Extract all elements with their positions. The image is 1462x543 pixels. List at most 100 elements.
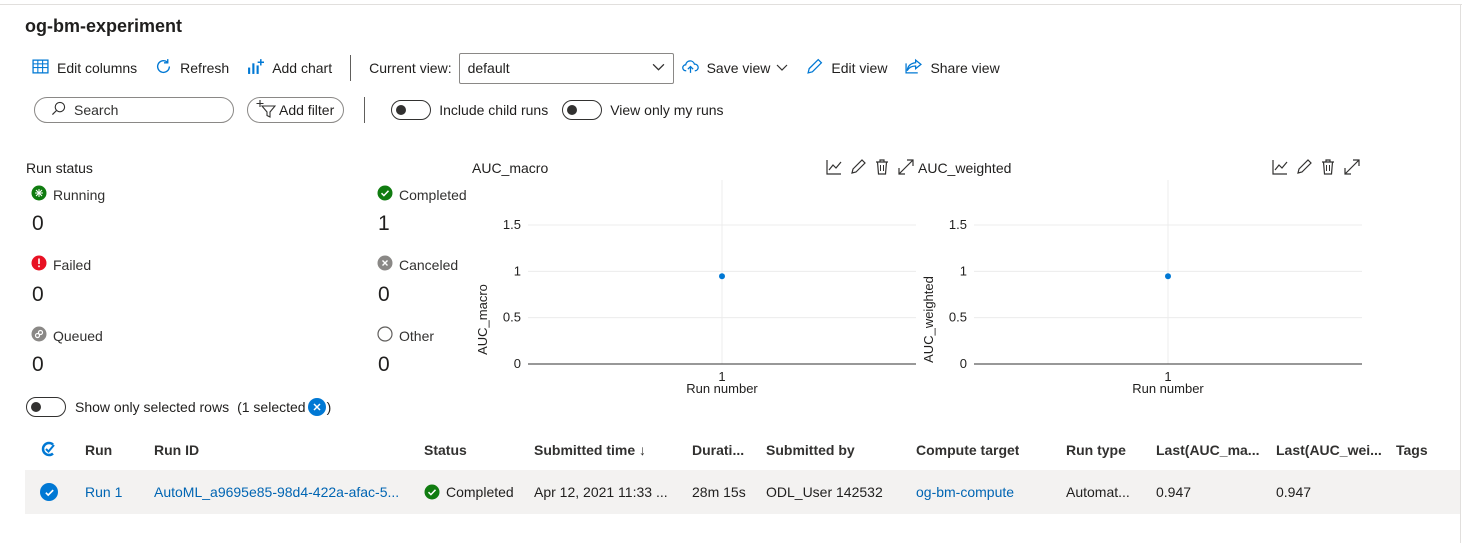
run-status-title: Run status <box>26 160 93 176</box>
add-chart-button[interactable]: Add chart <box>247 58 332 78</box>
refresh-label: Refresh <box>180 60 230 76</box>
clear-selection-button[interactable] <box>307 398 326 416</box>
column-header-compute-target[interactable]: Compute target <box>916 442 1020 458</box>
x-tick-label: 1 <box>718 369 725 384</box>
search-input[interactable]: Search <box>34 97 234 123</box>
chart-actions-auc-weighted <box>1271 158 1361 179</box>
pencil-icon[interactable] <box>849 158 867 179</box>
duration-cell: 28m 15s <box>692 484 746 500</box>
toolbar-divider <box>350 55 352 81</box>
filter-row: Search Add filter Include child runs Vie… <box>34 97 738 123</box>
share-view-button[interactable]: Share view <box>905 58 1000 78</box>
pencil-icon[interactable] <box>1295 158 1313 179</box>
select-all-icon <box>40 440 58 461</box>
trash-icon[interactable] <box>873 158 891 179</box>
failed-label: Failed <box>53 256 92 273</box>
status-running: Running <box>31 185 105 204</box>
y-tick-label: 1.5 <box>503 217 521 232</box>
include-child-runs-toggle[interactable] <box>391 100 432 120</box>
y-tick-label: 0 <box>960 356 967 371</box>
last-auc-macro-cell: 0.947 <box>1156 484 1192 500</box>
column-header-duration[interactable]: Durati... <box>692 442 745 458</box>
run-status-text: Completed <box>446 484 514 500</box>
edit-columns-label: Edit columns <box>57 60 138 76</box>
chart-title-auc-weighted: AUC_weighted <box>918 160 1012 176</box>
x-axis-label: Run number <box>1132 381 1204 396</box>
column-header-tags[interactable]: Tags <box>1396 442 1428 458</box>
other-label: Other <box>399 327 435 344</box>
run-id-link[interactable]: AutoML_a9695e85-98d4-422a-afac-5... <box>154 484 400 500</box>
save-view-button[interactable]: Save view <box>681 58 789 78</box>
compute-target-link[interactable]: og-bm-compute <box>916 484 1015 500</box>
trash-icon[interactable] <box>1319 158 1337 179</box>
add-filter-icon <box>256 99 277 121</box>
failed-count: 0 <box>32 283 44 306</box>
page-title: og-bm-experiment <box>25 16 183 36</box>
last-auc-weighted-cell: 0.947 <box>1276 484 1312 500</box>
show-selected-row: Show only selected rows (1 selected ) <box>26 397 331 417</box>
status-canceled: Canceled <box>377 255 458 274</box>
column-header-submitted-by[interactable]: Submitted by <box>766 442 855 458</box>
submitted-by-cell: ODL_User 142532 <box>766 484 883 500</box>
table-row[interactable]: Run 1 AutoML_a9695e85-98d4-422a-afac-5..… <box>25 470 1460 514</box>
chart-title-auc-macro: AUC_macro <box>472 160 549 176</box>
right-border <box>1460 4 1461 543</box>
column-header-run-type[interactable]: Run type <box>1066 442 1126 458</box>
error-icon <box>31 255 47 274</box>
share-icon <box>905 58 923 78</box>
run-name-link[interactable]: Run 1 <box>85 484 123 500</box>
y-tick-label: 0 <box>514 356 521 371</box>
line-chart-icon[interactable] <box>1271 158 1289 179</box>
status-queued: Queued <box>31 326 103 345</box>
queued-count: 0 <box>32 353 44 376</box>
line-chart-icon[interactable] <box>825 158 843 179</box>
data-point <box>719 273 725 280</box>
show-only-selected-toggle[interactable] <box>26 397 66 417</box>
canceled-icon <box>377 255 393 274</box>
view-only-my-runs-label: View only my runs <box>610 102 724 118</box>
share-view-label: Share view <box>930 60 1000 76</box>
table-icon <box>32 58 49 78</box>
current-view-value: default <box>467 60 510 76</box>
selected-count: (1 selected <box>237 399 306 415</box>
select-all-checkbox[interactable] <box>40 430 58 470</box>
current-view-dropdown[interactable]: default <box>458 52 674 84</box>
check-circle-icon <box>377 185 393 204</box>
add-filter-label: Add filter <box>279 102 335 118</box>
y-axis-label: AUC_macro <box>475 284 490 355</box>
expand-icon[interactable] <box>897 158 915 179</box>
row-checkbox[interactable] <box>40 470 58 514</box>
empty-circle-icon <box>377 326 393 345</box>
edit-view-label: Edit view <box>831 60 888 76</box>
current-view-label: Current view: <box>369 60 452 76</box>
y-tick-label: 0.5 <box>949 310 967 325</box>
bar-chart-icon <box>247 58 265 78</box>
column-header-last-auc-macro[interactable]: Last(AUC_ma... <box>1156 442 1260 458</box>
pencil-icon <box>806 58 823 78</box>
completed-label: Completed <box>399 186 467 203</box>
show-only-selected-label: Show only selected rows <box>75 399 230 415</box>
column-header-run[interactable]: Run <box>85 442 113 458</box>
filter-divider <box>364 97 366 123</box>
top-border <box>0 4 1462 5</box>
add-chart-label: Add chart <box>272 60 333 76</box>
edit-columns-button[interactable]: Edit columns <box>32 58 137 78</box>
refresh-button[interactable]: Refresh <box>155 58 229 78</box>
selected-count-close: ) <box>326 399 332 415</box>
column-header-last-auc-weighted[interactable]: Last(AUC_wei... <box>1276 442 1382 458</box>
y-tick-label: 1 <box>514 263 521 278</box>
search-icon <box>51 101 66 119</box>
edit-view-button[interactable]: Edit view <box>806 58 887 78</box>
expand-icon[interactable] <box>1343 158 1361 179</box>
table-header: Run Run ID Status Submitted time ↓ Durat… <box>25 430 1460 470</box>
add-filter-button[interactable]: Add filter <box>247 97 345 123</box>
queued-icon <box>31 326 47 345</box>
view-only-my-runs-toggle[interactable] <box>562 100 603 120</box>
canceled-label: Canceled <box>399 256 459 273</box>
toolbar: Edit columns Refresh Add chart Current v… <box>32 52 1018 84</box>
column-header-run-id[interactable]: Run ID <box>154 442 200 458</box>
column-header-status[interactable]: Status <box>424 442 467 458</box>
column-header-submitted-time[interactable]: Submitted time ↓ <box>534 442 647 458</box>
refresh-icon <box>155 58 172 78</box>
